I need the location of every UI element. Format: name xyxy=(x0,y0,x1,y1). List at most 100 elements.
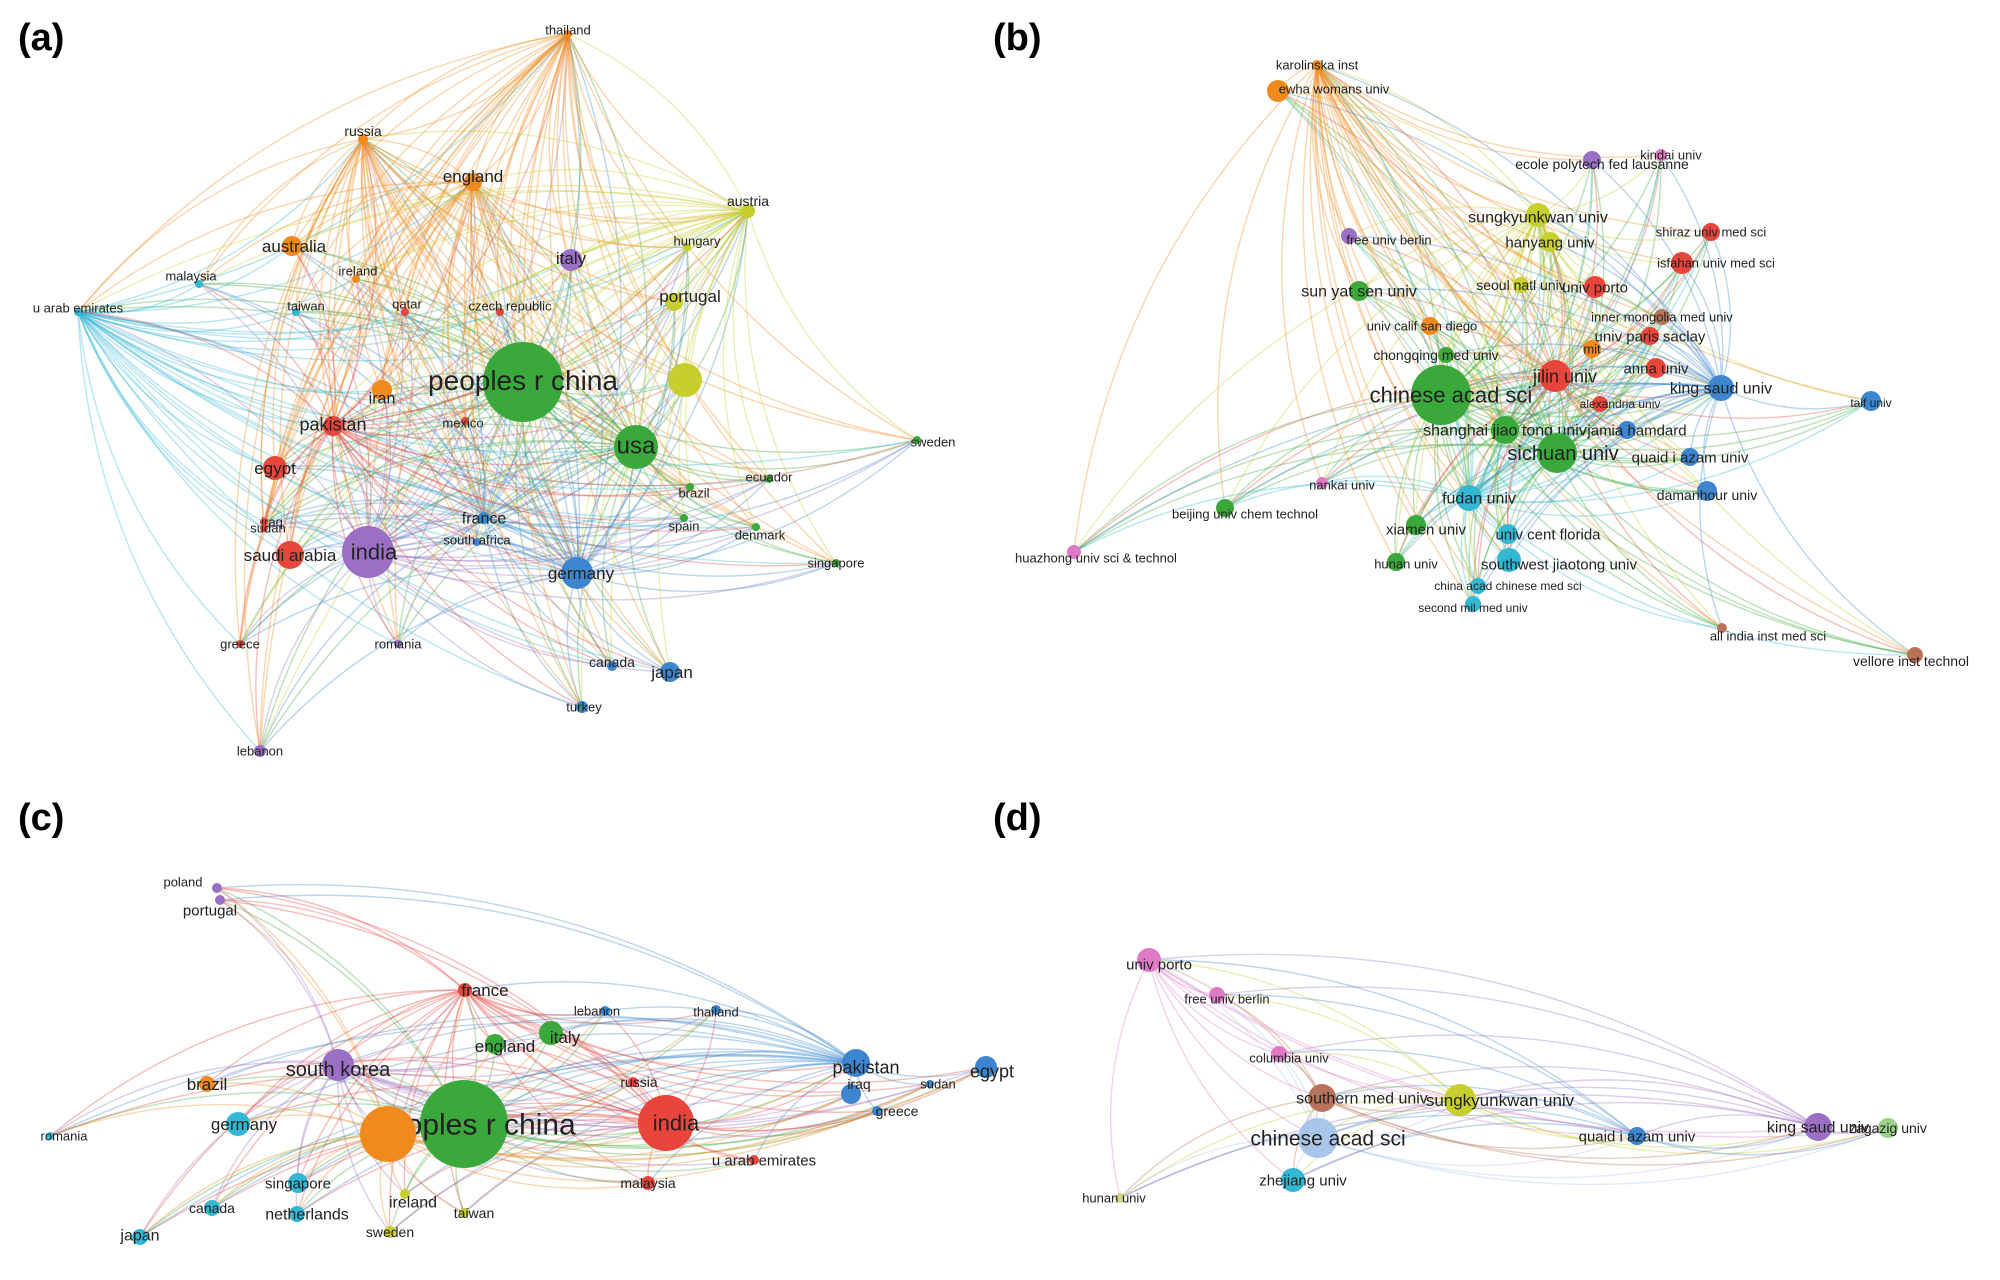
network-edge xyxy=(274,465,485,519)
network-edge xyxy=(1395,375,1556,563)
node-label: inner mongolia med univ xyxy=(1591,310,1733,325)
network-edge xyxy=(332,259,572,427)
network-edge xyxy=(1636,1126,1819,1149)
edge-layer xyxy=(1073,64,1916,656)
network-edge xyxy=(483,517,685,537)
network-edge xyxy=(483,439,918,529)
network-edge xyxy=(263,425,334,529)
network-node xyxy=(260,524,268,532)
network-edge xyxy=(77,311,837,565)
network-edge xyxy=(472,181,671,673)
network-edge xyxy=(1554,375,1691,458)
network-node xyxy=(478,512,490,524)
network-edge xyxy=(332,425,918,487)
panel-tag: (a) xyxy=(18,17,64,59)
network-edge xyxy=(1321,475,1470,499)
network-edge xyxy=(397,517,485,645)
node-label: india xyxy=(653,1111,700,1136)
network-edge xyxy=(1468,214,1542,499)
node-label: jilin univ xyxy=(1532,366,1597,386)
network-edge xyxy=(1224,443,1558,509)
network-node xyxy=(352,275,360,283)
network-edge xyxy=(337,1064,755,1166)
network-edge xyxy=(1554,365,1722,389)
network-edge xyxy=(49,1103,389,1137)
network-edge xyxy=(362,138,501,313)
network-edge xyxy=(472,168,749,212)
network-node xyxy=(1681,448,1699,466)
network-edge xyxy=(1348,206,1539,237)
node-label: singapore xyxy=(265,1175,331,1192)
network-edge xyxy=(1472,375,1556,605)
network-edge xyxy=(1710,231,1732,389)
network-edge xyxy=(1537,214,1708,492)
network-node xyxy=(1312,60,1322,70)
network-edge xyxy=(1119,1136,1319,1199)
network-edge xyxy=(665,1083,931,1132)
network-node xyxy=(360,1106,416,1162)
network-edge xyxy=(216,887,465,1125)
network-edge xyxy=(464,420,578,574)
network-edge xyxy=(576,246,688,574)
network-edge xyxy=(1468,497,1916,656)
network-edge xyxy=(1465,214,1539,499)
network-edge xyxy=(1277,90,1556,377)
network-edge xyxy=(1316,64,1657,369)
network-edge xyxy=(1537,214,1683,264)
network-edge xyxy=(291,245,336,427)
network-edge xyxy=(1314,64,1474,605)
network-edge xyxy=(219,899,465,1125)
network-edge xyxy=(522,33,582,383)
network-node xyxy=(236,640,244,648)
network-edge xyxy=(576,439,918,574)
node-layer: univ porto free univ berlin columbia univ s… xyxy=(1082,948,1927,1206)
network-edge xyxy=(367,478,770,562)
network-node xyxy=(741,204,755,218)
network-edge xyxy=(367,33,569,553)
network-edge xyxy=(77,311,770,487)
network-edge xyxy=(77,311,399,645)
network-edge xyxy=(632,1050,857,1083)
network-edge xyxy=(464,420,487,519)
network-edge xyxy=(1504,159,1593,431)
network-edge xyxy=(472,181,837,564)
network-edge xyxy=(1224,394,1442,509)
network-node xyxy=(1137,948,1161,972)
network-edge xyxy=(77,311,478,543)
network-node xyxy=(342,526,394,578)
network-edge xyxy=(1681,262,1722,389)
network-edge xyxy=(1468,241,1552,499)
node-label: hungary xyxy=(674,234,721,249)
network-edge xyxy=(635,210,749,448)
network-node xyxy=(749,1155,759,1165)
network-edge xyxy=(367,311,413,553)
network-edge xyxy=(1429,325,1506,431)
network-edge xyxy=(77,138,364,313)
node-label: quaid i azam univ xyxy=(1579,1128,1696,1145)
network-edge xyxy=(1554,159,1599,377)
network-edge xyxy=(362,138,578,574)
network-edge xyxy=(1507,387,1722,535)
network-edge xyxy=(1348,235,1722,389)
network-edge xyxy=(332,425,583,708)
network-edge xyxy=(77,311,334,427)
network-edge xyxy=(483,517,837,577)
network-edge xyxy=(1316,64,1651,337)
network-edge xyxy=(1504,383,1722,431)
node-label: mexico xyxy=(442,416,483,431)
network-edge xyxy=(77,246,688,340)
network-node xyxy=(1298,1118,1338,1158)
network-node xyxy=(322,1049,354,1081)
node-label: japan xyxy=(119,1228,159,1245)
network-edge xyxy=(1468,387,1722,499)
network-edge xyxy=(483,517,583,708)
network-edge xyxy=(332,379,686,440)
network-edge xyxy=(1504,262,1683,431)
network-node xyxy=(680,514,688,522)
network-edge xyxy=(348,138,383,391)
network-edge xyxy=(291,245,578,574)
network-edge xyxy=(49,989,466,1137)
network-edge xyxy=(361,138,485,519)
network-edge xyxy=(274,33,569,469)
network-node xyxy=(483,342,563,422)
